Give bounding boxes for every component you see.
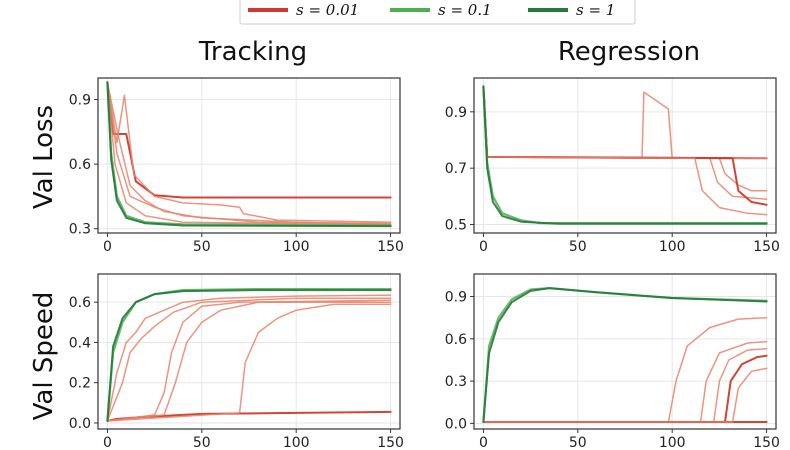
column-title-regression: Regression [558,37,700,67]
x-tick-label: 150 [753,239,780,255]
panel-tracking-val-loss: 0 50 100 150 0.3 0.6 0.9 [69,77,404,255]
series-line-s-001 [482,85,768,206]
x-tick-label: 100 [659,435,686,450]
series-line-s-001 [106,297,392,422]
x-tick-label: 150 [753,435,780,450]
panel-regression-val-speed: 0 50 100 150 0.0 0.3 0.6 0.9 [445,273,780,450]
y-tick-label: 0.6 [445,332,467,348]
series-line-s-001 [482,85,768,216]
series-line-s-001 [106,81,392,226]
series-line-s-001 [482,367,768,423]
axes-frame [97,77,401,234]
column-title-tracking: Tracking [198,37,307,67]
x-tick-label: 150 [377,435,404,450]
x-tick-label: 0 [479,435,488,450]
series-line-s-001 [482,85,768,192]
row-label-val-speed: Val Speed [29,292,59,421]
x-tick-label: 50 [193,435,211,450]
series-line-s-001 [482,347,768,423]
y-tick-label: 0.9 [69,93,91,109]
x-tick-label: 50 [569,435,587,450]
y-tick-label: 0.3 [445,374,467,390]
series-line-s-001 [482,85,768,200]
series-line-s-001 [482,354,768,423]
series-line-s-001 [106,81,392,225]
axes-frame [97,273,401,430]
y-tick-label: 0.2 [69,376,91,392]
legend-label-s01: s = 0.1 [438,1,492,19]
x-tick-label: 50 [193,239,211,255]
y-tick-label: 0.5 [445,218,467,234]
x-tick-label: 0 [479,239,488,255]
y-tick-label: 0.3 [69,222,91,238]
y-tick-label: 0.0 [445,416,467,432]
series-line-s-1 [106,289,392,422]
series-line-s-001 [106,81,392,226]
series-line-s-001 [482,340,768,423]
series-line-s-001 [106,303,392,422]
panel-tracking-val-speed: 0 50 100 150 0.0 0.2 0.4 0.6 [69,273,404,450]
series-line-s-1 [482,85,768,225]
series-line-s-01 [482,287,768,424]
y-tick-label: 0.7 [445,161,467,177]
axes-frame [473,77,777,234]
y-tick-label: 0.9 [445,105,467,121]
panel-regression-val-loss: 0 50 100 150 0.5 0.7 0.9 [445,77,780,255]
series-line-s-1 [482,287,768,423]
axes-frame [473,273,777,430]
y-tick-label: 0.9 [445,290,467,306]
y-tick-label: 0.0 [69,416,91,432]
series-line-s-001 [482,85,768,160]
x-tick-label: 0 [103,239,112,255]
y-tick-label: 0.6 [69,295,91,311]
series-line-s-001 [482,85,768,160]
y-tick-label: 0.4 [69,335,91,351]
y-tick-label: 0.6 [69,157,91,173]
legend: s = 0.01 s = 0.1 s = 1 [239,0,636,25]
x-tick-label: 50 [569,239,587,255]
series-line-s-001 [106,81,392,223]
series-line-s-01 [482,85,768,225]
series-line-s-001 [106,301,392,422]
x-tick-label: 100 [659,239,686,255]
x-tick-label: 100 [283,239,310,255]
x-tick-label: 150 [377,239,404,255]
legend-label-s1: s = 1 [576,1,615,19]
x-tick-label: 100 [283,435,310,450]
x-tick-label: 0 [103,435,112,450]
legend-box [239,0,636,25]
legend-label-s001: s = 0.01 [296,1,359,19]
series-line-s-001 [106,294,392,422]
series-line-s-1 [106,81,392,228]
series-line-s-001 [106,299,392,422]
row-label-val-loss: Val Loss [29,105,59,209]
